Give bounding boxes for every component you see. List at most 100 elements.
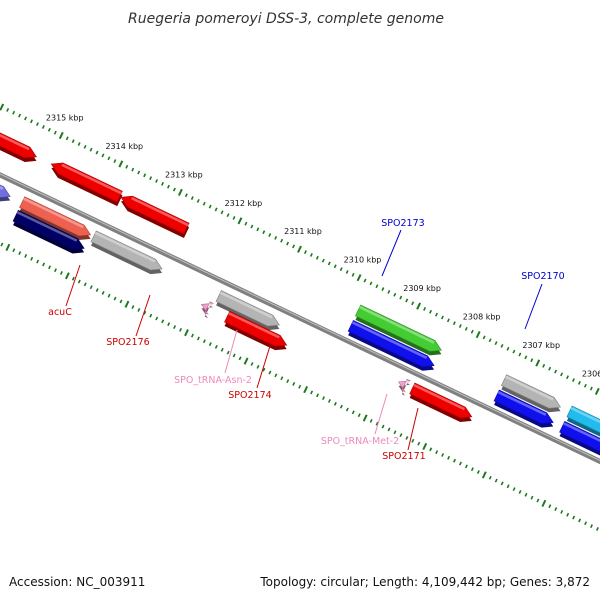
- minor-tick: [59, 271, 63, 275]
- minor-tick: [387, 289, 391, 294]
- major-tick: [541, 499, 547, 507]
- major-tick: [416, 302, 422, 310]
- major-tick: [64, 272, 70, 280]
- scale-label: 2315 kbp: [46, 113, 84, 122]
- minor-tick: [381, 424, 385, 429]
- minor-tick: [220, 210, 224, 215]
- minor-tick: [453, 458, 457, 463]
- scale-label: 2309 kbp: [403, 284, 441, 293]
- gene-arrow-highlight: [23, 197, 84, 229]
- minor-tick: [113, 296, 117, 301]
- minor-tick: [512, 349, 516, 354]
- minor-tick: [411, 438, 415, 443]
- minor-tick: [292, 381, 296, 386]
- gene-arrow-highlight: [94, 231, 156, 263]
- minor-tick: [190, 333, 194, 338]
- major-tick: [303, 385, 309, 394]
- minor-tick: [446, 318, 450, 323]
- minor-tick: [393, 430, 397, 435]
- minor-tick: [196, 336, 200, 341]
- gene-arrow: [90, 230, 163, 275]
- minor-tick: [12, 110, 16, 115]
- minor-tick: [399, 295, 403, 300]
- minor-tick: [339, 267, 343, 272]
- minor-tick: [54, 268, 57, 273]
- feature-label-acuC[interactable]: acuC: [48, 307, 72, 318]
- gene-arrow-highlight: [497, 390, 547, 416]
- feature-label-SPO2170[interactable]: SPO2170: [521, 271, 564, 282]
- minor-tick: [429, 309, 433, 314]
- minor-tick: [560, 372, 564, 377]
- minor-tick: [47, 127, 51, 132]
- major-tick: [243, 357, 249, 365]
- minor-tick: [488, 475, 492, 480]
- minor-tick: [268, 370, 272, 375]
- feature-label-SPO_tRNA-Asn-2[interactable]: SPO_tRNA-Asn-2: [174, 375, 252, 386]
- scale-label: 2310 kbp: [344, 256, 382, 265]
- minor-tick: [113, 159, 117, 164]
- minor-tick: [322, 396, 325, 401]
- feature-label-SPO2173[interactable]: SPO2173: [381, 218, 424, 229]
- minor-tick: [399, 433, 403, 438]
- gene-arrow-highlight: [208, 302, 213, 307]
- minor-tick: [143, 173, 147, 178]
- minor-tick: [167, 322, 171, 327]
- minor-tick: [387, 427, 391, 432]
- minor-tick: [417, 441, 421, 446]
- minor-tick: [280, 376, 284, 381]
- minor-tick: [274, 373, 278, 378]
- minor-tick: [548, 366, 552, 371]
- major-tick: [184, 329, 189, 337]
- minor-tick: [48, 265, 52, 270]
- minor-tick: [363, 278, 367, 283]
- minor-tick: [220, 347, 224, 352]
- minor-tick: [518, 490, 522, 494]
- major-tick: [5, 243, 11, 251]
- feature-labels: acuC SPO2176 SPO_tRNA-Asn-2 SPO2174 SPO2…: [48, 218, 565, 462]
- minor-tick: [202, 339, 206, 344]
- minor-tick: [244, 221, 248, 226]
- gene-arrow-highlight: [351, 321, 428, 360]
- minor-tick: [250, 362, 254, 366]
- minor-tick: [572, 515, 576, 520]
- feature-label-SPO_tRNA-Met-2[interactable]: SPO_tRNA-Met-2: [321, 436, 399, 447]
- gene-arrow-body: [120, 195, 190, 235]
- gene-arrow: [566, 405, 600, 437]
- scale-label: 2308 kbp: [463, 313, 501, 322]
- gene-arrow: [0, 132, 37, 162]
- minor-tick: [226, 350, 230, 355]
- gene-arrow: [347, 319, 435, 371]
- minor-tick: [381, 287, 385, 291]
- minor-tick: [566, 512, 570, 517]
- gene-arrow: [398, 378, 412, 396]
- gene-arrow-highlight: [0, 133, 30, 151]
- minor-tick: [298, 384, 302, 389]
- minor-tick: [238, 356, 242, 361]
- minor-tick: [369, 418, 373, 423]
- minor-tick: [53, 130, 57, 135]
- leader-line: [407, 407, 419, 451]
- major-tick: [124, 300, 130, 308]
- minor-tick: [292, 244, 296, 249]
- minor-tick: [530, 495, 534, 500]
- minor-tick: [155, 179, 159, 183]
- minor-tick: [423, 307, 427, 311]
- minor-tick: [518, 352, 522, 357]
- minor-tick: [589, 386, 593, 391]
- minor-tick: [71, 139, 75, 144]
- feature-label-SPO2176[interactable]: SPO2176: [106, 337, 149, 348]
- minor-tick: [345, 407, 349, 412]
- minor-tick: [95, 150, 99, 155]
- minor-tick: [83, 144, 87, 149]
- leader-line: [374, 393, 388, 435]
- minor-tick: [488, 338, 492, 343]
- feature-label-SPO2174[interactable]: SPO2174: [228, 390, 271, 401]
- minor-tick: [214, 345, 218, 349]
- feature-label-SPO2171[interactable]: SPO2171: [382, 451, 425, 462]
- minor-tick: [524, 355, 528, 360]
- minor-tick: [554, 369, 558, 374]
- scale-label: 2314 kbp: [105, 142, 143, 151]
- minor-tick: [42, 262, 46, 267]
- leader-line: [256, 345, 271, 389]
